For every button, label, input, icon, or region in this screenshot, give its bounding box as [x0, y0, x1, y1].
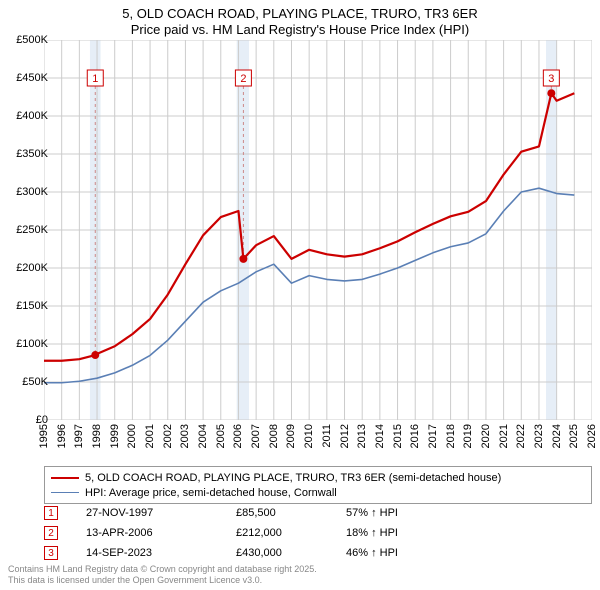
- sale-delta: 18% ↑ HPI: [346, 527, 466, 539]
- x-tick-label: 2016: [409, 424, 421, 448]
- legend: 5, OLD COACH ROAD, PLAYING PLACE, TRURO,…: [44, 466, 592, 504]
- footer-attribution: Contains HM Land Registry data © Crown c…: [8, 564, 317, 586]
- x-tick-label: 2012: [339, 424, 351, 448]
- x-tick-label: 2019: [462, 424, 474, 448]
- x-tick-label: 2021: [498, 424, 510, 448]
- y-tick-label: £450K: [4, 72, 48, 84]
- legend-item-price-paid: 5, OLD COACH ROAD, PLAYING PLACE, TRURO,…: [51, 470, 585, 485]
- svg-text:2: 2: [240, 73, 246, 85]
- x-tick-label: 1999: [109, 424, 121, 448]
- legend-label-hpi: HPI: Average price, semi-detached house,…: [85, 487, 337, 499]
- sale-marker-3: 3: [44, 546, 58, 560]
- x-tick-label: 2025: [568, 424, 580, 448]
- y-tick-label: £100K: [4, 338, 48, 350]
- x-tick-label: 2010: [303, 424, 315, 448]
- x-tick-label: 2007: [250, 424, 262, 448]
- x-tick-label: 1997: [73, 424, 85, 448]
- sale-price: £85,500: [236, 507, 346, 519]
- legend-swatch-hpi: [51, 492, 79, 493]
- x-tick-label: 1998: [91, 424, 103, 448]
- sale-date: 14-SEP-2023: [86, 547, 236, 559]
- y-tick-label: £300K: [4, 186, 48, 198]
- x-tick-label: 2018: [445, 424, 457, 448]
- x-tick-label: 2017: [427, 424, 439, 448]
- sale-price: £212,000: [236, 527, 346, 539]
- y-tick-label: £50K: [4, 376, 48, 388]
- legend-label-price-paid: 5, OLD COACH ROAD, PLAYING PLACE, TRURO,…: [85, 472, 501, 484]
- x-tick-label: 1995: [38, 424, 50, 448]
- x-tick-label: 2001: [144, 424, 156, 448]
- footer-line2: This data is licensed under the Open Gov…: [8, 575, 317, 586]
- y-tick-label: £350K: [4, 148, 48, 160]
- y-tick-label: £200K: [4, 262, 48, 274]
- sale-date: 13-APR-2006: [86, 527, 236, 539]
- x-tick-label: 2013: [356, 424, 368, 448]
- x-tick-label: 2006: [232, 424, 244, 448]
- sale-delta: 46% ↑ HPI: [346, 547, 466, 559]
- x-tick-label: 2004: [197, 424, 209, 448]
- y-tick-label: £250K: [4, 224, 48, 236]
- y-tick-label: £500K: [4, 34, 48, 46]
- chart-title-line2: Price paid vs. HM Land Registry's House …: [0, 22, 600, 37]
- x-tick-label: 2014: [374, 424, 386, 448]
- x-tick-label: 2009: [285, 424, 297, 448]
- sale-date: 27-NOV-1997: [86, 507, 236, 519]
- sale-row: 2 13-APR-2006 £212,000 18% ↑ HPI: [44, 524, 466, 542]
- footer-line1: Contains HM Land Registry data © Crown c…: [8, 564, 317, 575]
- chart-title-line1: 5, OLD COACH ROAD, PLAYING PLACE, TRURO,…: [0, 6, 600, 21]
- y-tick-label: £400K: [4, 110, 48, 122]
- sale-delta: 57% ↑ HPI: [346, 507, 466, 519]
- legend-swatch-price-paid: [51, 477, 79, 479]
- x-tick-label: 2008: [268, 424, 280, 448]
- svg-text:1: 1: [92, 73, 98, 85]
- x-tick-label: 2023: [533, 424, 545, 448]
- svg-text:3: 3: [548, 73, 554, 85]
- legend-item-hpi: HPI: Average price, semi-detached house,…: [51, 485, 585, 500]
- sales-table: 1 27-NOV-1997 £85,500 57% ↑ HPI 2 13-APR…: [44, 504, 466, 564]
- x-tick-label: 2024: [551, 424, 563, 448]
- sale-row: 1 27-NOV-1997 £85,500 57% ↑ HPI: [44, 504, 466, 522]
- sale-marker-2: 2: [44, 526, 58, 540]
- x-tick-label: 2022: [515, 424, 527, 448]
- y-tick-label: £150K: [4, 300, 48, 312]
- x-tick-label: 1996: [56, 424, 68, 448]
- x-tick-label: 2002: [162, 424, 174, 448]
- x-tick-label: 2000: [126, 424, 138, 448]
- chart-title-block: 5, OLD COACH ROAD, PLAYING PLACE, TRURO,…: [0, 0, 600, 37]
- x-tick-label: 2026: [586, 424, 598, 448]
- sale-row: 3 14-SEP-2023 £430,000 46% ↑ HPI: [44, 544, 466, 562]
- x-tick-label: 2011: [321, 424, 333, 448]
- x-tick-label: 2005: [215, 424, 227, 448]
- x-tick-label: 2020: [480, 424, 492, 448]
- x-tick-label: 2015: [392, 424, 404, 448]
- x-tick-label: 2003: [179, 424, 191, 448]
- sale-marker-1: 1: [44, 506, 58, 520]
- price-chart: 1 2 3: [44, 40, 592, 420]
- sale-price: £430,000: [236, 547, 346, 559]
